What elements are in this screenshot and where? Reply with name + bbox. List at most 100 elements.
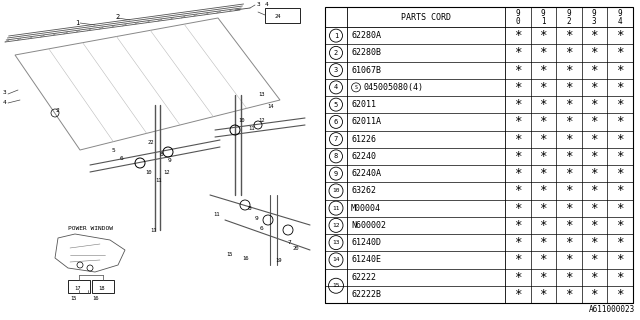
Text: 4: 4 xyxy=(265,2,269,6)
Text: *: * xyxy=(540,219,547,232)
Text: *: * xyxy=(540,150,547,163)
Text: 2: 2 xyxy=(334,50,338,56)
Text: 2: 2 xyxy=(115,14,119,20)
Text: 4: 4 xyxy=(334,84,338,90)
Text: *: * xyxy=(591,132,598,146)
Text: *: * xyxy=(565,253,573,266)
Text: 62011: 62011 xyxy=(351,100,376,109)
Text: *: * xyxy=(616,219,623,232)
Text: 12: 12 xyxy=(163,170,170,174)
Bar xyxy=(265,8,300,23)
Text: *: * xyxy=(565,271,573,284)
Text: 1: 1 xyxy=(75,20,79,26)
Text: *: * xyxy=(514,202,522,215)
Text: *: * xyxy=(514,64,522,76)
Text: 61240D: 61240D xyxy=(351,238,381,247)
Text: 9: 9 xyxy=(541,9,545,18)
Text: 2: 2 xyxy=(55,108,59,113)
Text: *: * xyxy=(591,236,598,249)
Text: *: * xyxy=(514,271,522,284)
Text: *: * xyxy=(565,184,573,197)
Text: *: * xyxy=(565,167,573,180)
Text: *: * xyxy=(565,116,573,128)
Text: *: * xyxy=(591,271,598,284)
Text: 10: 10 xyxy=(238,117,244,123)
Text: *: * xyxy=(591,81,598,94)
Text: *: * xyxy=(565,64,573,76)
Text: *: * xyxy=(514,29,522,42)
Text: 9: 9 xyxy=(255,215,259,220)
Text: 20: 20 xyxy=(293,245,300,251)
Text: *: * xyxy=(540,29,547,42)
Text: 11: 11 xyxy=(332,206,340,211)
Text: 16: 16 xyxy=(92,295,99,300)
Text: *: * xyxy=(540,98,547,111)
Text: 14: 14 xyxy=(267,105,273,109)
Text: *: * xyxy=(540,46,547,60)
Text: N600002: N600002 xyxy=(351,221,386,230)
Text: A611000023: A611000023 xyxy=(589,305,635,314)
Text: *: * xyxy=(514,98,522,111)
Bar xyxy=(68,280,90,293)
Text: 63262: 63262 xyxy=(351,186,376,196)
Text: 1: 1 xyxy=(541,17,545,26)
Text: 15: 15 xyxy=(332,283,340,288)
Text: 61226: 61226 xyxy=(351,135,376,144)
Text: 10: 10 xyxy=(332,188,340,193)
Text: *: * xyxy=(514,167,522,180)
Text: *: * xyxy=(565,202,573,215)
Text: 4: 4 xyxy=(3,100,7,105)
Text: *: * xyxy=(616,150,623,163)
Text: 3: 3 xyxy=(334,67,338,73)
Text: *: * xyxy=(540,132,547,146)
Text: 62222B: 62222B xyxy=(351,290,381,299)
Text: *: * xyxy=(591,150,598,163)
Text: 11: 11 xyxy=(248,125,255,131)
Text: 62222: 62222 xyxy=(351,273,376,282)
Text: *: * xyxy=(591,98,598,111)
Text: 9: 9 xyxy=(515,9,520,18)
Text: PARTS CORD: PARTS CORD xyxy=(401,12,451,21)
Text: *: * xyxy=(565,219,573,232)
Text: 9: 9 xyxy=(168,157,172,163)
Text: 62240: 62240 xyxy=(351,152,376,161)
Text: *: * xyxy=(514,184,522,197)
Text: 9: 9 xyxy=(618,9,622,18)
Text: 4: 4 xyxy=(618,17,622,26)
Text: 12: 12 xyxy=(258,117,264,123)
Text: *: * xyxy=(616,132,623,146)
Text: *: * xyxy=(591,64,598,76)
Text: *: * xyxy=(616,253,623,266)
Text: *: * xyxy=(565,98,573,111)
Text: 10: 10 xyxy=(145,170,152,174)
Text: *: * xyxy=(616,29,623,42)
Text: 62280B: 62280B xyxy=(351,48,381,57)
Text: 61067B: 61067B xyxy=(351,66,381,75)
Text: 24: 24 xyxy=(275,13,282,19)
Text: 11: 11 xyxy=(150,228,157,233)
Bar xyxy=(325,7,633,303)
Text: 17: 17 xyxy=(74,285,81,291)
Text: 9: 9 xyxy=(592,9,596,18)
Text: *: * xyxy=(514,116,522,128)
Text: *: * xyxy=(514,253,522,266)
Text: *: * xyxy=(540,271,547,284)
Text: 15: 15 xyxy=(70,295,77,300)
Text: 62240A: 62240A xyxy=(351,169,381,178)
Text: 3: 3 xyxy=(257,2,260,6)
Text: 8: 8 xyxy=(248,205,252,211)
Text: *: * xyxy=(514,288,522,301)
Text: 7: 7 xyxy=(334,136,338,142)
Text: 18: 18 xyxy=(98,285,104,291)
Bar xyxy=(92,280,114,293)
Text: *: * xyxy=(540,167,547,180)
Text: *: * xyxy=(540,81,547,94)
Text: 0: 0 xyxy=(515,17,520,26)
Text: 045005080(4): 045005080(4) xyxy=(363,83,423,92)
Text: *: * xyxy=(616,46,623,60)
Text: *: * xyxy=(616,64,623,76)
Text: 8: 8 xyxy=(334,153,338,159)
Text: 15: 15 xyxy=(226,252,232,258)
Text: *: * xyxy=(514,132,522,146)
Text: *: * xyxy=(540,253,547,266)
